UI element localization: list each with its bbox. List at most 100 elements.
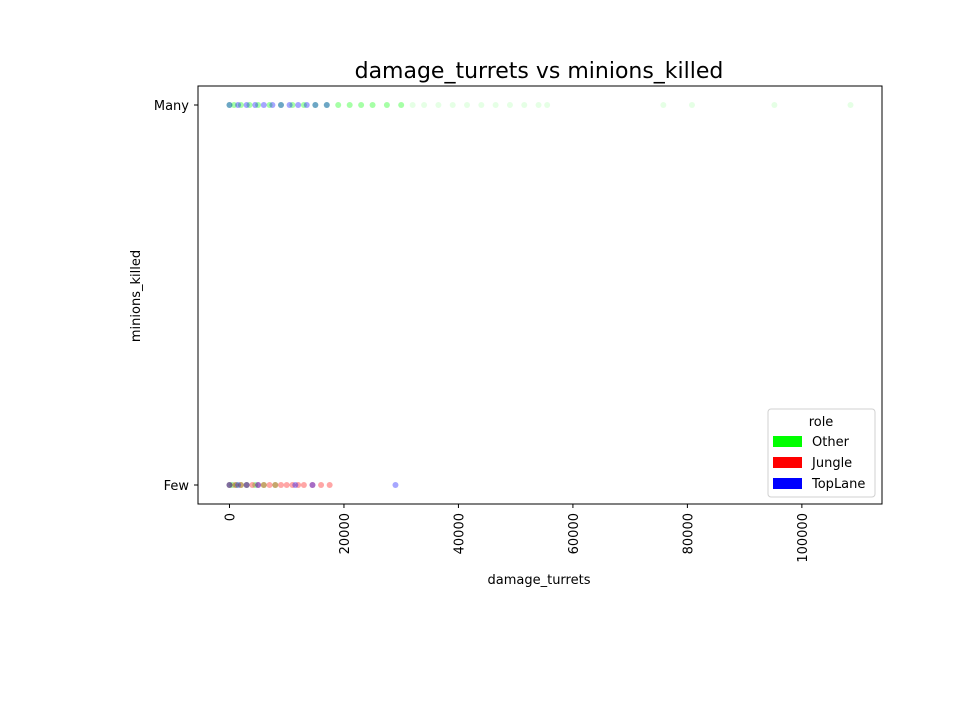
data-point-other-30 [771, 102, 778, 108]
data-point-other-2 [237, 102, 244, 108]
y-tick-label-few: Few [164, 479, 190, 494]
data-point-jungle-9 [277, 482, 284, 488]
legend-box [767, 408, 876, 498]
data-point-other-19 [435, 102, 442, 108]
data-point-other-39 [272, 482, 279, 488]
y-axis-ticks: Few Many [154, 99, 198, 494]
data-point-jungle-7 [266, 482, 273, 488]
data-point-jungle-2 [237, 482, 244, 488]
data-point-jungle-16 [326, 482, 333, 488]
legend-title: role [809, 415, 834, 430]
data-point-jungle-8 [272, 482, 279, 488]
data-point-other-0 [226, 102, 233, 108]
data-point-toplane-12 [226, 482, 233, 488]
data-point-jungle-6 [260, 482, 267, 488]
data-point-other-6 [277, 102, 284, 108]
data-point-toplane-15 [255, 482, 262, 488]
data-point-toplane-17 [309, 482, 316, 488]
data-point-toplane-13 [235, 482, 242, 488]
data-point-other-23 [492, 102, 499, 108]
legend-swatch-other [773, 436, 802, 447]
data-point-other-31 [847, 102, 854, 108]
data-point-toplane-18 [392, 482, 399, 488]
y-axis-label: minions_killed [129, 250, 144, 342]
legend: role Other Jungle TopLane [767, 408, 876, 498]
data-point-jungle-5 [255, 482, 262, 488]
data-point-jungle-1 [232, 482, 239, 488]
data-point-other-35 [237, 482, 244, 488]
data-point-other-33 [229, 482, 236, 488]
data-point-other-7 [289, 102, 296, 108]
data-point-other-8 [300, 102, 307, 108]
x-tick-label-40000: 40000 [452, 513, 467, 554]
data-point-toplane-14 [243, 482, 250, 488]
data-point-toplane-7 [286, 102, 293, 108]
x-tick-label-80000: 80000 [681, 513, 696, 554]
data-point-other-25 [521, 102, 528, 108]
data-point-toplane-9 [303, 102, 310, 108]
data-point-toplane-8 [295, 102, 302, 108]
legend-swatch-toplane [773, 478, 802, 489]
data-point-toplane-16 [292, 482, 299, 488]
data-point-toplane-10 [312, 102, 319, 108]
x-tick-label-60000: 60000 [567, 513, 582, 554]
data-point-jungle-11 [289, 482, 296, 488]
data-point-toplane-6 [277, 102, 284, 108]
data-point-other-26 [535, 102, 542, 108]
data-point-toplane-4 [260, 102, 267, 108]
y-tick-label-many: Many [154, 99, 189, 114]
data-point-jungle-13 [300, 482, 307, 488]
data-point-other-22 [478, 102, 485, 108]
data-point-other-24 [506, 102, 513, 108]
data-point-other-14 [369, 102, 376, 108]
legend-swatch-jungle [773, 457, 802, 468]
data-point-toplane-5 [269, 102, 276, 108]
data-point-jungle-15 [318, 482, 325, 488]
data-point-toplane-3 [252, 102, 259, 108]
data-point-other-32 [226, 482, 233, 488]
data-point-other-3 [246, 102, 253, 108]
legend-label-jungle: Jungle [811, 456, 852, 471]
data-point-other-37 [252, 482, 259, 488]
data-point-jungle-12 [295, 482, 302, 488]
data-point-other-4 [255, 102, 262, 108]
data-point-toplane-2 [243, 102, 250, 108]
data-point-other-1 [231, 102, 238, 108]
data-point-other-5 [266, 102, 273, 108]
data-point-jungle-0 [226, 482, 233, 488]
data-point-jungle-3 [243, 482, 250, 488]
legend-label-toplane: TopLane [811, 477, 865, 492]
data-point-other-15 [383, 102, 390, 108]
data-point-other-13 [358, 102, 365, 108]
data-point-jungle-4 [249, 482, 256, 488]
x-tick-label-20000: 20000 [338, 513, 353, 554]
data-point-other-36 [243, 482, 250, 488]
data-point-other-27 [544, 102, 551, 108]
data-point-other-11 [335, 102, 342, 108]
x-axis-ticks: 0 20000 40000 60000 80000 100000 [223, 504, 811, 563]
data-point-jungle-10 [283, 482, 290, 488]
data-point-other-10 [323, 102, 330, 108]
chart-title: damage_turrets vs minions_killed [355, 59, 724, 84]
data-point-toplane-11 [323, 102, 330, 108]
x-tick-label-100000: 100000 [796, 513, 811, 563]
legend-label-other: Other [812, 435, 850, 450]
data-point-other-38 [260, 482, 267, 488]
data-point-other-18 [421, 102, 428, 108]
data-point-other-12 [346, 102, 353, 108]
data-point-other-34 [233, 482, 240, 488]
data-point-other-28 [660, 102, 667, 108]
data-points [226, 102, 854, 488]
x-tick-label-0: 0 [223, 513, 238, 521]
data-point-other-17 [409, 102, 416, 108]
data-point-other-21 [464, 102, 471, 108]
x-axis-label: damage_turrets [488, 573, 591, 588]
data-point-toplane-1 [235, 102, 242, 108]
data-point-other-16 [398, 102, 405, 108]
data-point-other-20 [449, 102, 456, 108]
data-point-jungle-14 [309, 482, 316, 488]
data-point-other-9 [312, 102, 319, 108]
data-point-other-29 [688, 102, 695, 108]
data-point-toplane-0 [226, 102, 233, 108]
